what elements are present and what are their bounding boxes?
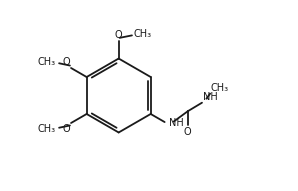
Text: O: O (63, 57, 70, 67)
Text: O: O (115, 30, 122, 40)
Text: CH₃: CH₃ (38, 124, 56, 134)
Text: O: O (184, 127, 192, 137)
Text: CH₃: CH₃ (210, 83, 229, 93)
Text: O: O (63, 124, 70, 134)
Text: CH₃: CH₃ (38, 57, 56, 67)
Text: NH: NH (169, 118, 184, 128)
Text: NH: NH (203, 92, 217, 102)
Text: CH₃: CH₃ (133, 29, 151, 39)
